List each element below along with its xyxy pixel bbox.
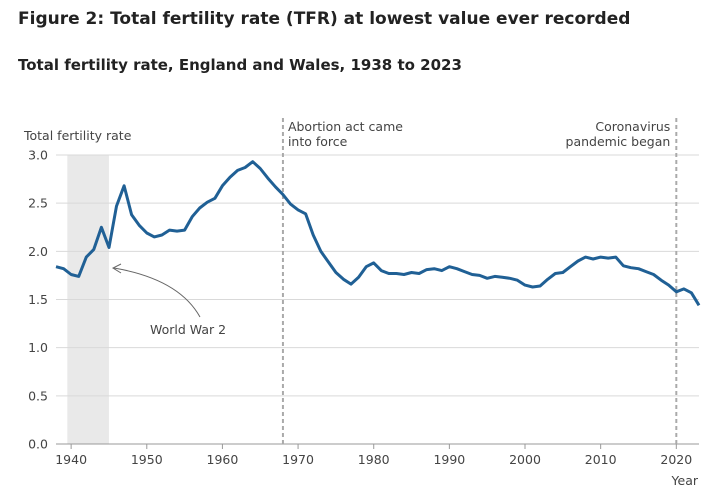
y-tick-label: 1.5 bbox=[28, 292, 48, 307]
y-tick-label: 2.5 bbox=[28, 196, 48, 211]
y-tick-label: 1.0 bbox=[28, 340, 48, 355]
x-tick-label: 2020 bbox=[660, 452, 692, 467]
chart-subtitle: Total fertility rate, England and Wales,… bbox=[18, 56, 462, 74]
x-tick-label: 1990 bbox=[433, 452, 465, 467]
x-tick-label: 1970 bbox=[282, 452, 314, 467]
annotation-abortion-act-line2: into force bbox=[288, 134, 348, 149]
figure-title: Figure 2: Total fertility rate (TFR) at … bbox=[18, 9, 631, 29]
y-tick-label: 0.5 bbox=[28, 388, 48, 403]
annotation-coronavirus-line1: Coronavirus bbox=[595, 119, 670, 134]
x-tick-label: 1960 bbox=[207, 452, 239, 467]
annotation-world-war-2: World War 2 bbox=[150, 322, 226, 337]
x-axis-label: Year bbox=[671, 473, 699, 488]
y-axis-label: Total fertility rate bbox=[23, 128, 132, 143]
arrow-head-icon bbox=[111, 263, 122, 274]
x-tick-label: 1980 bbox=[358, 452, 390, 467]
y-tick-label: 2.0 bbox=[28, 244, 48, 259]
y-tick-label: 3.0 bbox=[28, 148, 48, 163]
x-tick-label: 1950 bbox=[131, 452, 163, 467]
y-tick-label: 0.0 bbox=[28, 437, 48, 452]
tfr-series-line bbox=[55, 160, 701, 307]
x-tick-label: 1940 bbox=[55, 452, 87, 467]
x-tick-label: 2010 bbox=[585, 452, 617, 467]
annotation-coronavirus-line2: pandemic began bbox=[566, 134, 671, 149]
x-tick-label: 2000 bbox=[509, 452, 541, 467]
ww2-arrow bbox=[113, 267, 201, 318]
annotation-abortion-act-line1: Abortion act came bbox=[288, 119, 403, 134]
